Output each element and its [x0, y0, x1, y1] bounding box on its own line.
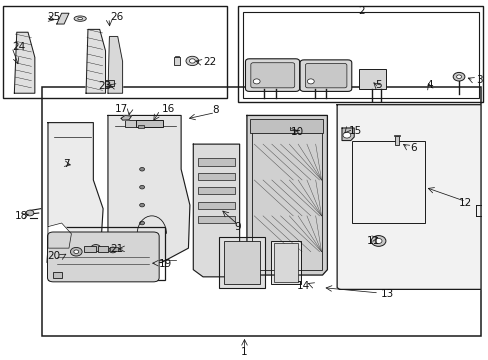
FancyBboxPatch shape	[250, 63, 294, 88]
Bar	[104, 80, 114, 86]
Polygon shape	[48, 223, 71, 248]
Text: 15: 15	[348, 126, 361, 135]
Polygon shape	[246, 116, 327, 275]
Polygon shape	[108, 37, 122, 93]
Circle shape	[140, 221, 144, 225]
Text: 25: 25	[47, 12, 60, 22]
Bar	[138, 125, 144, 128]
Polygon shape	[193, 144, 239, 277]
FancyBboxPatch shape	[305, 63, 346, 88]
Polygon shape	[107, 116, 189, 262]
Circle shape	[189, 59, 195, 63]
Text: 16: 16	[161, 104, 175, 114]
Text: 18: 18	[15, 211, 28, 221]
Circle shape	[342, 132, 350, 138]
Bar	[271, 241, 300, 284]
Polygon shape	[121, 116, 131, 120]
Text: 21: 21	[110, 244, 123, 254]
Text: 8: 8	[211, 105, 218, 115]
Polygon shape	[336, 105, 480, 289]
Bar	[53, 272, 62, 278]
Text: 9: 9	[234, 222, 241, 231]
Text: 13: 13	[380, 289, 393, 299]
Circle shape	[74, 250, 79, 253]
Text: 26: 26	[110, 12, 123, 22]
Text: 17: 17	[115, 104, 128, 114]
Polygon shape	[47, 123, 103, 262]
Text: 10: 10	[290, 127, 303, 136]
Bar	[98, 246, 108, 252]
Bar	[173, 57, 179, 65]
Bar	[110, 247, 118, 251]
Bar	[125, 121, 159, 127]
Bar	[218, 237, 264, 288]
Circle shape	[374, 238, 381, 243]
Circle shape	[70, 247, 82, 256]
Bar	[3, 6, 227, 98]
Text: 23: 23	[99, 81, 112, 91]
Text: 11: 11	[366, 236, 379, 246]
Bar	[198, 158, 234, 166]
FancyBboxPatch shape	[245, 59, 299, 91]
Text: 22: 22	[203, 57, 216, 67]
Bar	[358, 69, 385, 89]
Bar	[250, 119, 323, 134]
Bar	[273, 243, 298, 282]
Polygon shape	[14, 32, 35, 93]
Polygon shape	[57, 13, 69, 24]
Text: 4: 4	[426, 80, 432, 90]
Polygon shape	[86, 30, 105, 93]
Bar	[393, 135, 399, 136]
Text: 2: 2	[358, 6, 364, 16]
Text: 6: 6	[409, 143, 416, 153]
Bar	[198, 187, 234, 194]
Circle shape	[185, 56, 198, 66]
FancyBboxPatch shape	[300, 60, 351, 91]
Circle shape	[307, 79, 314, 84]
FancyBboxPatch shape	[47, 232, 159, 282]
Circle shape	[452, 72, 464, 81]
Bar	[48, 226, 164, 280]
Circle shape	[253, 79, 260, 84]
Bar	[238, 6, 483, 102]
Text: 5: 5	[374, 80, 381, 90]
Circle shape	[140, 167, 144, 171]
Bar	[83, 246, 96, 252]
Bar	[136, 120, 163, 127]
Bar	[243, 12, 478, 98]
Bar	[174, 56, 178, 57]
Text: 24: 24	[12, 42, 25, 52]
Ellipse shape	[78, 18, 82, 20]
Bar	[394, 136, 398, 145]
Circle shape	[91, 244, 101, 252]
Bar	[42, 87, 480, 336]
Bar	[106, 86, 112, 87]
Ellipse shape	[74, 16, 86, 21]
Text: 12: 12	[458, 198, 471, 208]
Circle shape	[370, 235, 385, 246]
Text: 19: 19	[159, 258, 172, 269]
Bar	[198, 216, 234, 223]
Circle shape	[109, 247, 117, 253]
Bar	[198, 173, 234, 180]
Circle shape	[140, 185, 144, 189]
Text: 1: 1	[241, 347, 247, 357]
Circle shape	[140, 203, 144, 207]
Text: 14: 14	[296, 281, 309, 291]
Text: 7: 7	[62, 159, 69, 169]
Polygon shape	[341, 128, 353, 140]
Bar	[224, 241, 260, 284]
Bar	[198, 202, 234, 209]
Circle shape	[26, 210, 34, 216]
Text: 3: 3	[475, 75, 482, 85]
Bar	[351, 140, 424, 223]
Circle shape	[456, 75, 461, 78]
Text: 20: 20	[47, 251, 61, 261]
Bar	[252, 120, 321, 270]
